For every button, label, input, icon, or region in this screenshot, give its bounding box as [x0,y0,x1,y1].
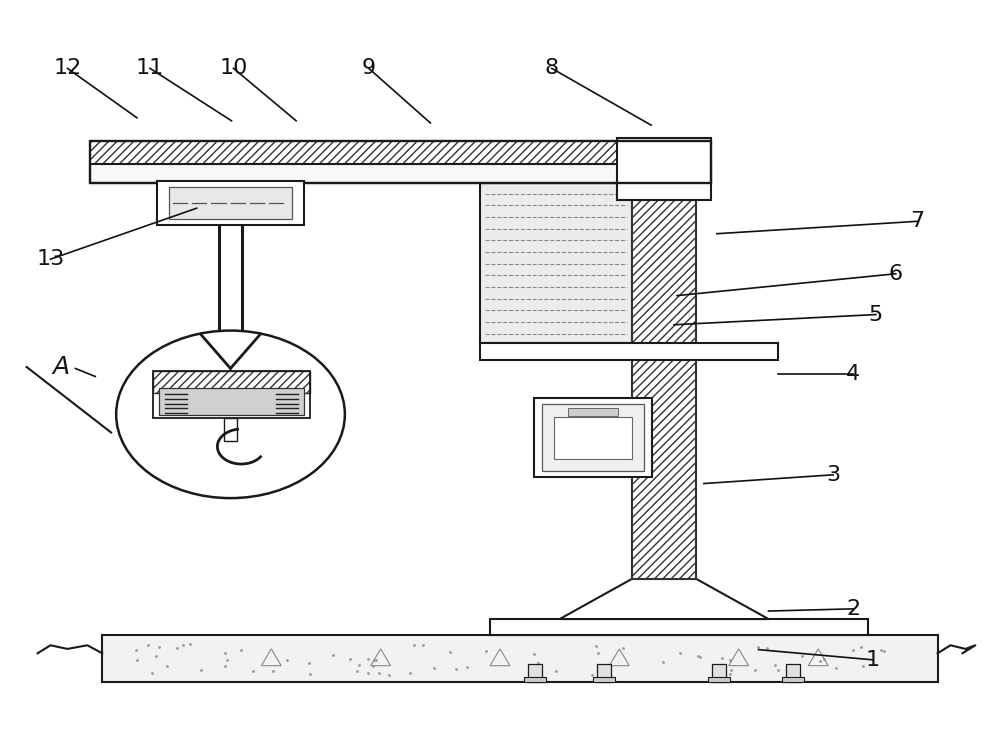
Bar [524,677,546,683]
Bar [90,164,711,183]
Bar [480,343,778,360]
Bar [528,664,542,683]
Bar [169,187,292,219]
Bar [153,371,310,418]
Bar [786,664,800,683]
Text: 2: 2 [846,599,860,619]
Text: A: A [52,355,69,379]
Text: 6: 6 [889,264,903,284]
Bar [224,418,237,441]
Bar [157,181,304,225]
Bar [568,407,618,415]
Bar [554,417,632,459]
Bar [593,677,615,683]
Text: 3: 3 [826,465,840,485]
Text: 12: 12 [53,58,82,79]
Text: 9: 9 [362,58,376,79]
Bar [782,677,804,683]
Text: 4: 4 [846,364,860,385]
Bar [159,388,304,415]
Text: 8: 8 [545,58,559,79]
Text: 13: 13 [36,249,65,269]
Bar [708,677,730,683]
Bar [632,200,696,579]
Bar [534,398,652,476]
Polygon shape [480,183,632,343]
Text: 5: 5 [869,305,883,324]
Text: 10: 10 [219,58,248,79]
Bar [90,142,711,183]
Text: 1: 1 [866,650,880,670]
Bar [90,142,711,164]
Text: 11: 11 [136,58,164,79]
Bar [617,138,711,200]
Circle shape [116,330,345,498]
Bar [490,619,868,635]
Bar [542,404,644,471]
Bar [153,371,310,393]
Text: 7: 7 [911,211,925,231]
Bar [597,664,611,683]
Polygon shape [560,579,769,619]
Bar [102,635,938,683]
Bar [712,664,726,683]
